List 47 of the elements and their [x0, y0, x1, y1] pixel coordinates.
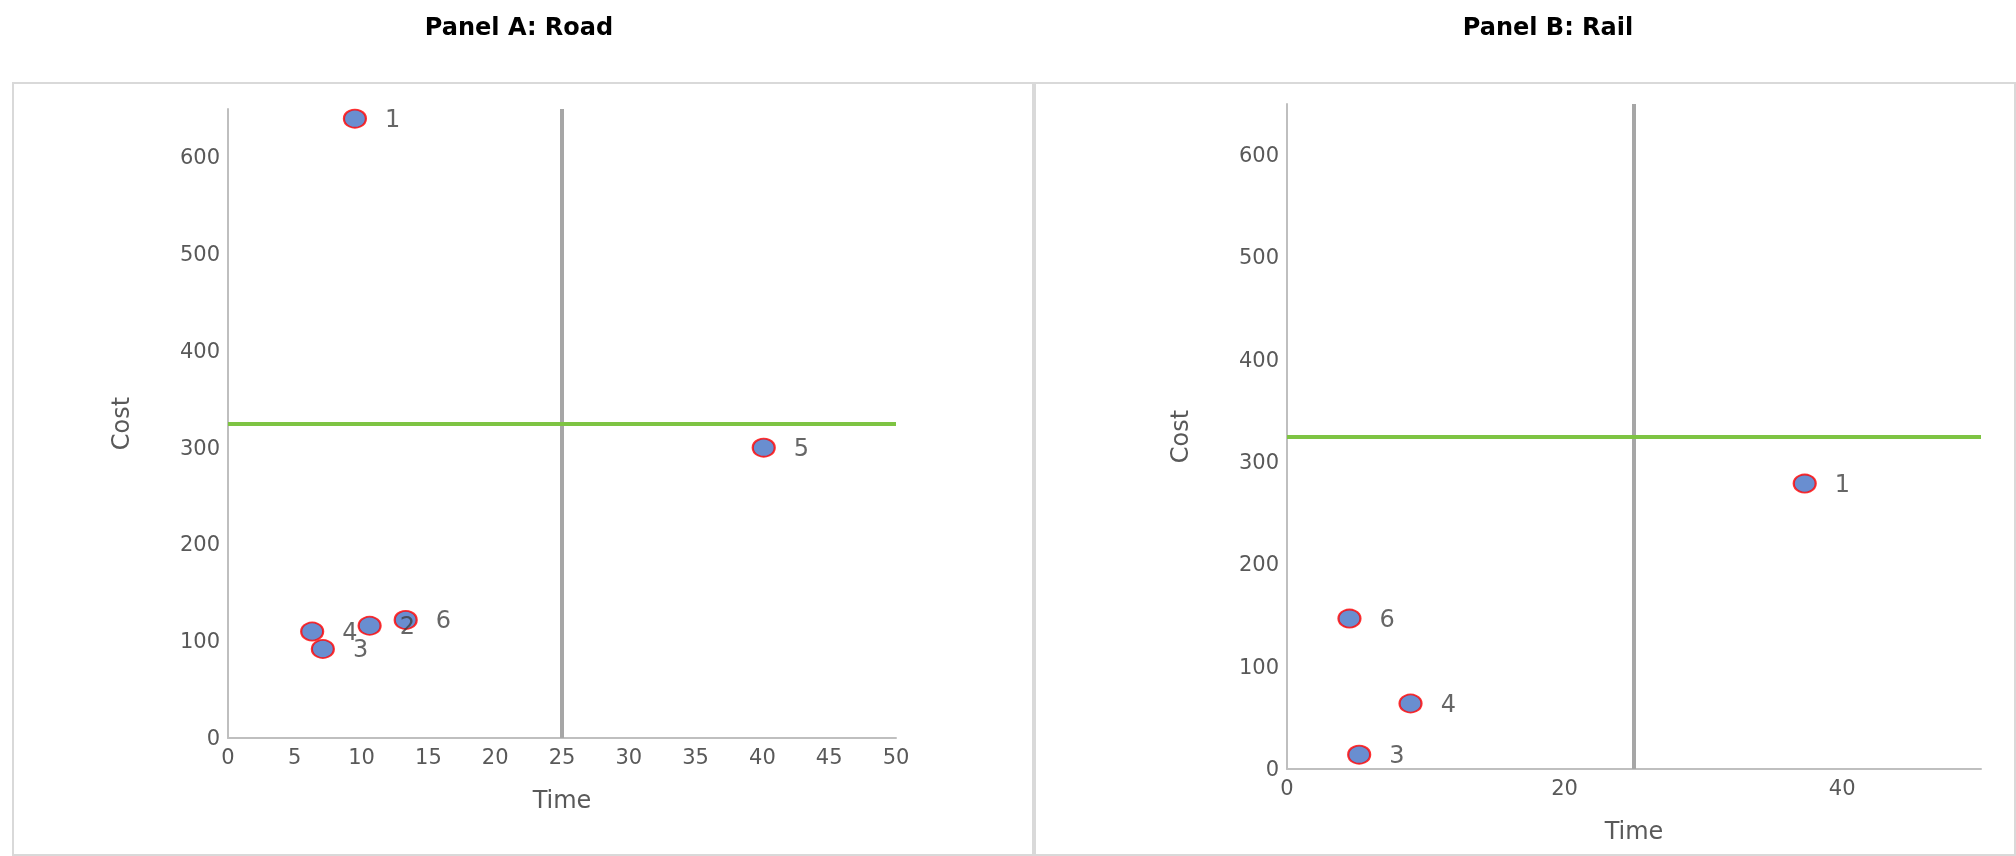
x-axis-title: Time	[531, 786, 592, 814]
point	[1398, 693, 1423, 714]
y-tick-label: 300	[179, 435, 220, 460]
y-tick-label: 200	[179, 532, 220, 557]
y-tick-label: 100	[1238, 654, 1279, 679]
x-tick-label: 20	[481, 744, 509, 769]
point	[1347, 744, 1372, 765]
series-label: 6	[435, 605, 452, 634]
x-tick-label: 5	[288, 744, 302, 769]
point	[1792, 473, 1817, 494]
x-tick-label: 15	[415, 744, 442, 769]
chart-title: Panel A: Road	[424, 13, 614, 41]
x-tick-label: 45	[815, 744, 843, 769]
x-tick-label: 20	[1551, 775, 1578, 800]
y-tick-label: 400	[1238, 347, 1279, 372]
series-label: 1	[385, 104, 401, 133]
y-tick-label: 500	[1238, 245, 1279, 270]
chart-title: Panel B: Rail	[1462, 13, 1634, 41]
y-tick-label: 600	[1238, 143, 1279, 168]
x-tick-label: 40	[749, 744, 776, 769]
x-tick-label: 10	[348, 744, 375, 769]
x-axis-title: Time	[1603, 817, 1664, 845]
point	[357, 615, 382, 636]
y-axis-title: Cost	[107, 396, 135, 451]
x-tick-label: 40	[1828, 775, 1856, 800]
y-tick-label: 0	[206, 726, 220, 750]
y-tick-label: 500	[179, 242, 220, 267]
point	[751, 437, 776, 458]
x-tick-label: 50	[882, 744, 910, 769]
y-tick-label: 400	[179, 338, 220, 363]
y-tick-label: 200	[1238, 552, 1279, 577]
y-tick-label: 300	[1238, 450, 1279, 475]
point	[300, 621, 325, 642]
y-tick-label: 600	[179, 145, 220, 170]
x-tick-label: 25	[548, 744, 576, 769]
series-label: 1	[1834, 469, 1851, 498]
series-label: 3	[1389, 740, 1405, 769]
series-label: 6	[1379, 604, 1395, 633]
y-axis-title: Cost	[1166, 409, 1194, 464]
point	[342, 108, 367, 129]
y-tick-label: 100	[179, 629, 220, 654]
x-tick-label: 35	[682, 744, 709, 769]
series-label: 5	[793, 433, 810, 462]
series-label: 4	[1440, 689, 1456, 718]
point	[1337, 608, 1362, 629]
x-tick-label: 30	[615, 744, 643, 769]
point	[310, 638, 335, 659]
